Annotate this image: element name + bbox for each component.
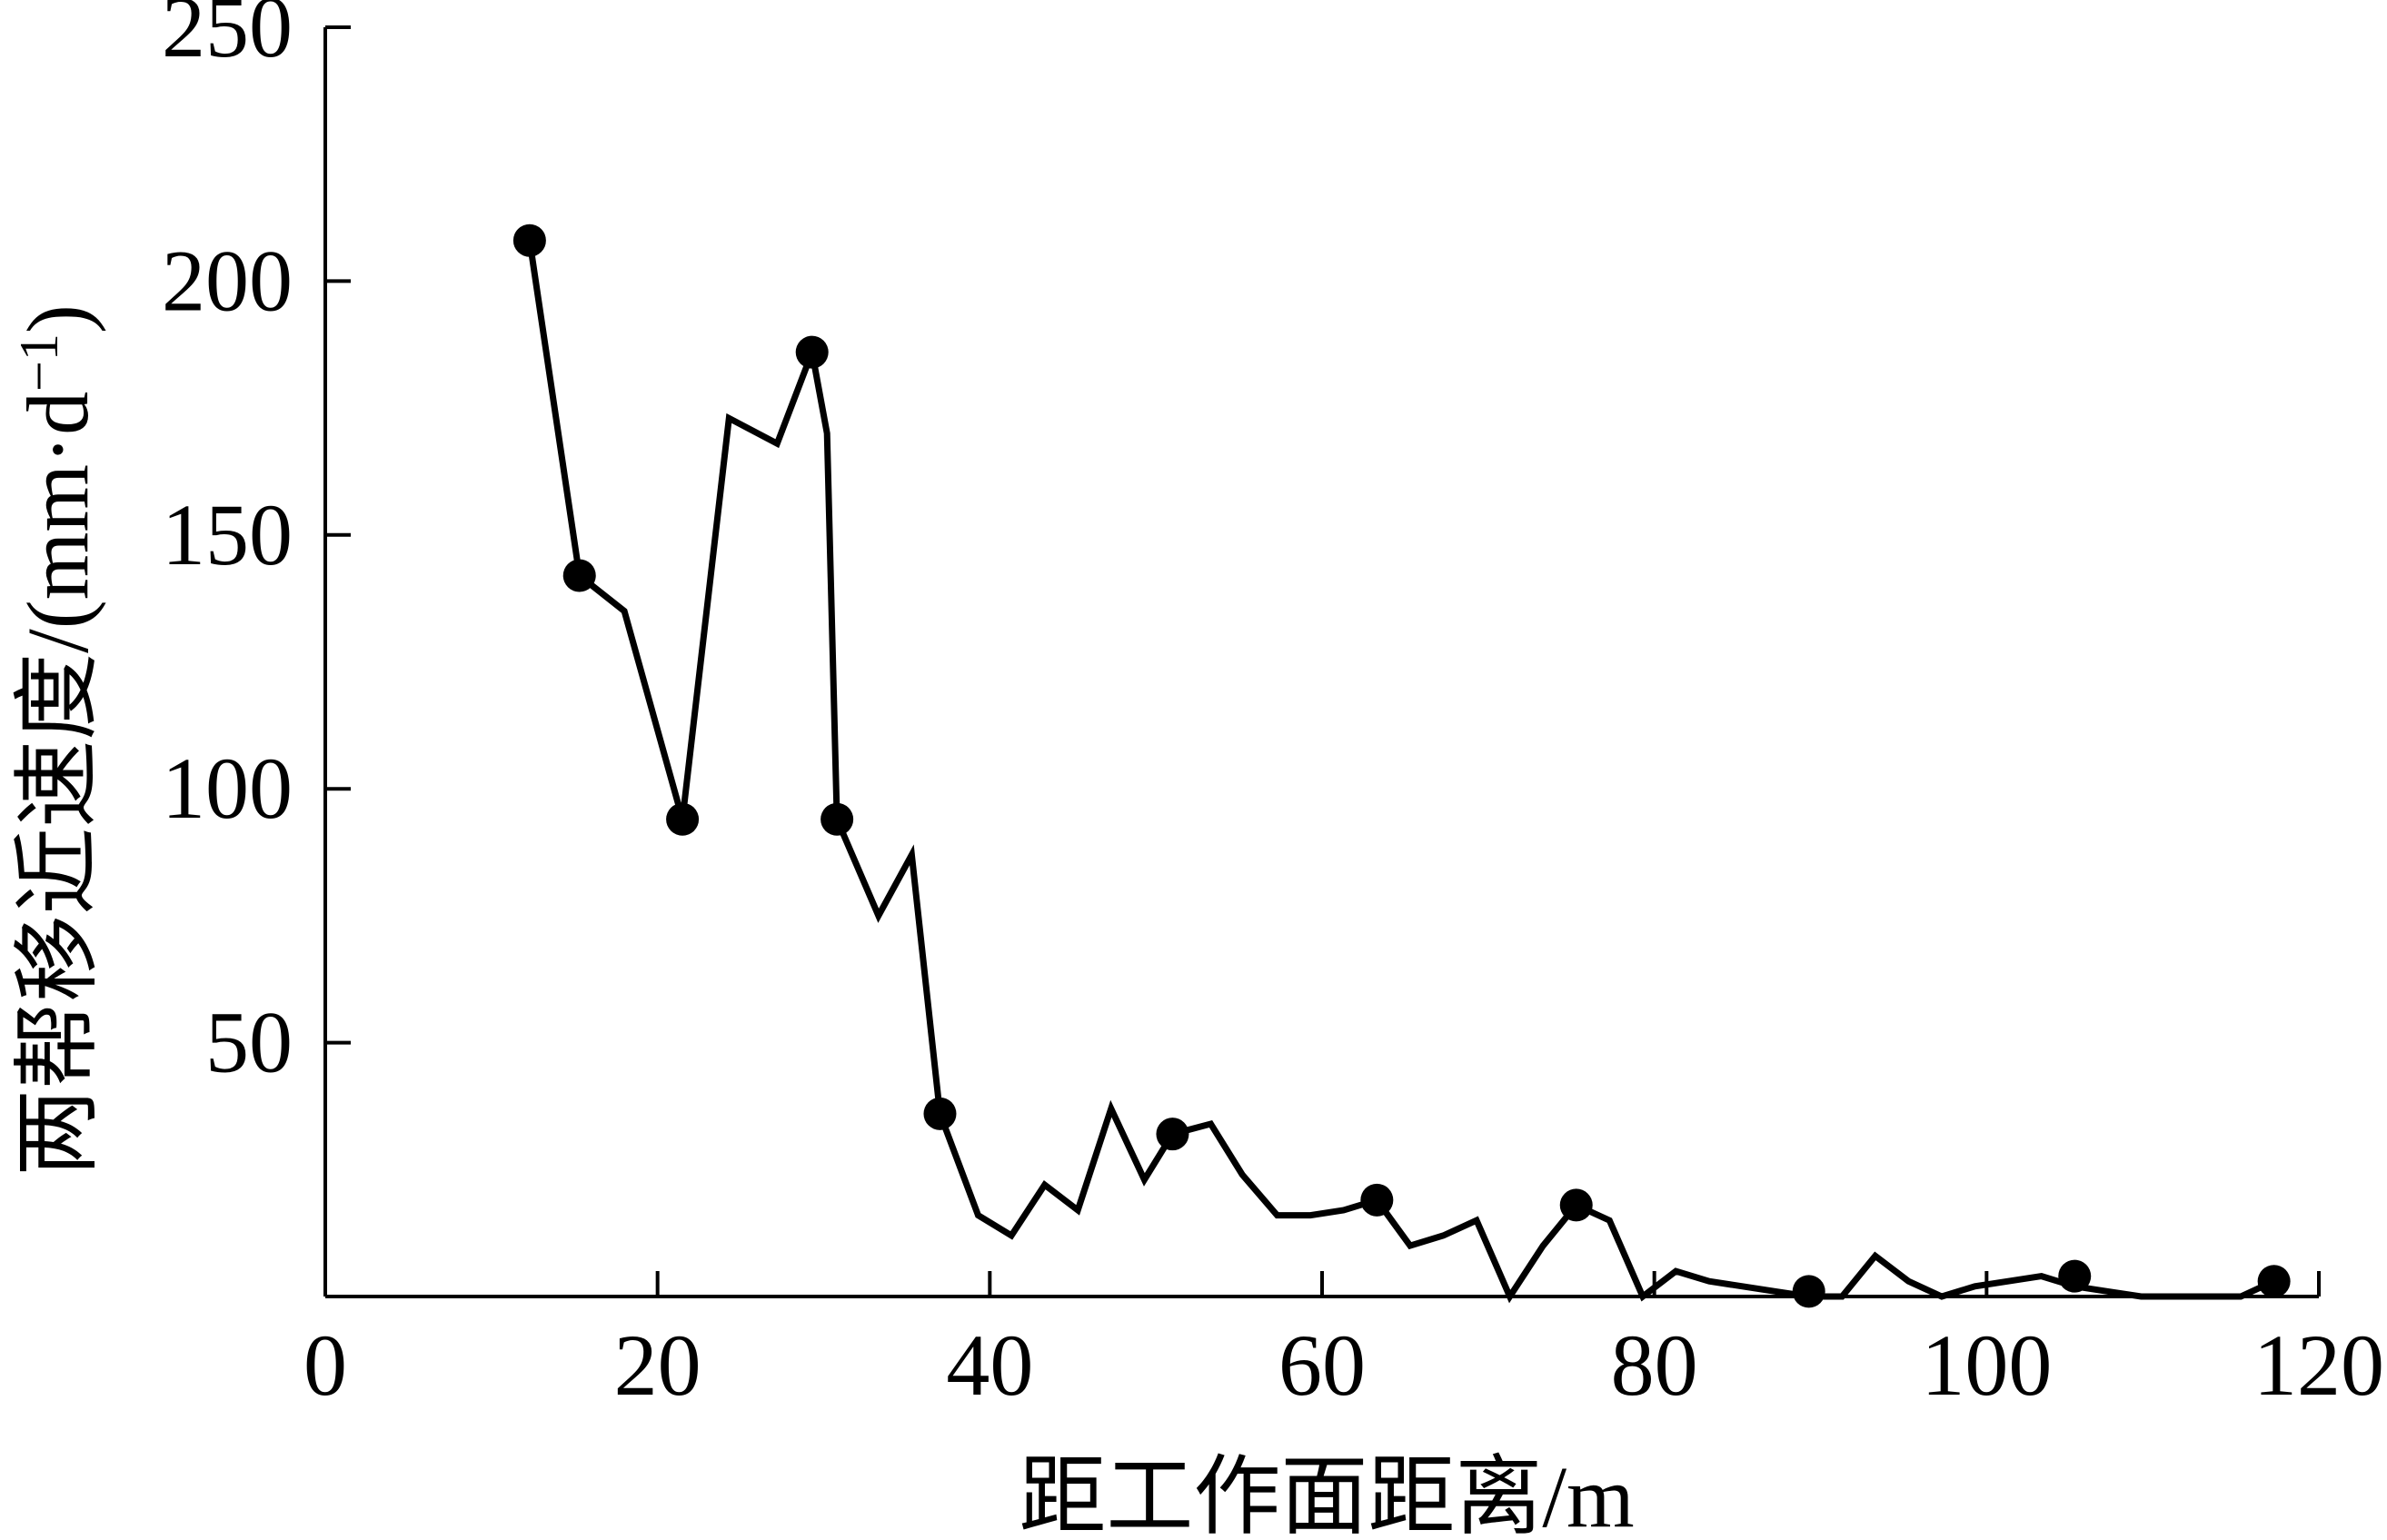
axes [323,27,2319,1298]
x-tick-label: 120 [2253,1316,2384,1414]
y-axis-title-close: ) [9,304,106,333]
data-point-marker [1559,1188,1593,1222]
x-tick-label: 0 [303,1316,347,1414]
data-point-marker [1792,1275,1825,1308]
y-axis-title-sup: −1 [9,333,69,392]
data-point-marker [512,224,546,257]
series-line [526,240,2276,1304]
data-point-marker [923,1097,957,1130]
x-tick-label: 20 [614,1316,701,1414]
y-axis-title: 两帮移近速度/(mm·d−1) [9,304,106,1177]
tick-labels: 0 20 40 60 80 100 120 50 100 150 200 250 [162,0,2384,1414]
y-tick-label: 200 [162,232,293,329]
data-point-marker [666,802,700,836]
x-tick-label: 40 [946,1316,1033,1414]
x-axis-title: 距工作面距离/m [1019,1448,1634,1540]
y-tick-label: 150 [162,486,293,583]
y-axis-title-main: 两帮移近速度/(mm·d [9,392,106,1177]
data-point-marker [821,802,854,836]
x-tick-label: 100 [1921,1316,2052,1414]
x-tick-label: 80 [1611,1316,1698,1414]
data-point-marker [2058,1259,2092,1293]
y-tick-label: 50 [205,994,293,1091]
x-tick-label: 60 [1278,1316,1366,1414]
y-tick-label: 100 [162,740,293,837]
data-point-marker [1156,1118,1189,1151]
ticks [325,25,2321,1297]
data-point-marker [562,559,596,592]
data-point-marker [2257,1265,2291,1298]
markers-group [512,224,2291,1308]
data-point-marker [795,335,829,369]
y-tick-label: 250 [162,0,293,75]
series-group [526,240,2276,1304]
data-point-marker [1360,1183,1394,1217]
